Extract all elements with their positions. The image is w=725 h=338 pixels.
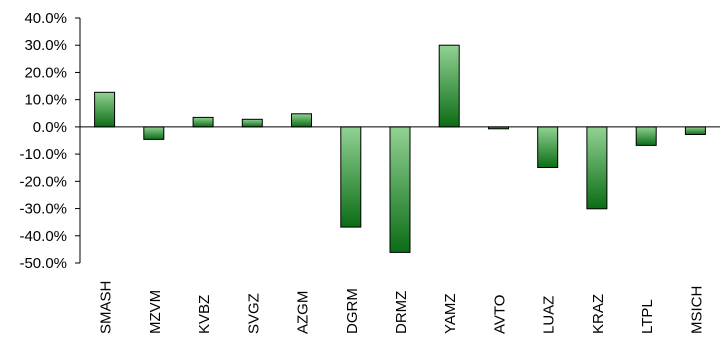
y-tick-label: -50.0% [19, 255, 67, 272]
y-tick-label: -40.0% [19, 228, 67, 245]
y-tick-label: 0.0% [33, 119, 67, 136]
bar-yamz [438, 44, 460, 128]
bar-msich [684, 126, 706, 136]
x-tick-label: AVTO [491, 295, 508, 334]
y-tick-label: -10.0% [19, 146, 67, 163]
x-axis-labels: SMASH MZVM KVBZ SVGZ AZGM DGRM DRMZ YAMZ AVTO LUA… [98, 281, 706, 334]
bar-kvbz [192, 116, 214, 128]
bar-drmz [389, 126, 411, 253]
bar-mzvm [143, 126, 165, 140]
x-tick-label: MSICH [688, 286, 705, 334]
bar-luaz [537, 126, 559, 168]
y-tick-label: 20.0% [24, 64, 67, 81]
bar-dgrm [340, 126, 362, 228]
x-tick-label: KRAZ [590, 294, 607, 334]
x-tick-label: SMASH [98, 281, 115, 334]
x-tick-label: LTPL [639, 299, 656, 334]
x-tick-label: DGRM [344, 288, 361, 334]
x-tick-label: AZGM [295, 291, 312, 334]
x-tick-label: SVGZ [245, 293, 262, 334]
y-axis-ticks: 40.0% 30.0% 20.0% 10.0% 0.0% -10.0% -20.0% -30.… [19, 10, 80, 272]
axes [79, 18, 720, 263]
x-tick-label: LUAZ [541, 296, 558, 334]
x-tick-label: MZVM [147, 290, 164, 334]
y-tick-label: 30.0% [24, 37, 67, 54]
x-tick-label: YAMZ [442, 293, 459, 334]
bars [94, 44, 706, 253]
y-tick-label: -20.0% [19, 173, 67, 190]
y-tick-label: 10.0% [24, 92, 67, 109]
bar-svgz [241, 118, 263, 128]
x-tick-label: DRMZ [393, 291, 410, 334]
bar-kraz [586, 126, 608, 210]
x-tick-label: KVBZ [196, 295, 213, 334]
y-tick-label: 40.0% [24, 10, 67, 27]
bar-ltpl [635, 126, 657, 146]
bar-smash [94, 91, 116, 128]
bar-azgm [291, 113, 312, 128]
y-tick-label: -30.0% [19, 201, 67, 218]
